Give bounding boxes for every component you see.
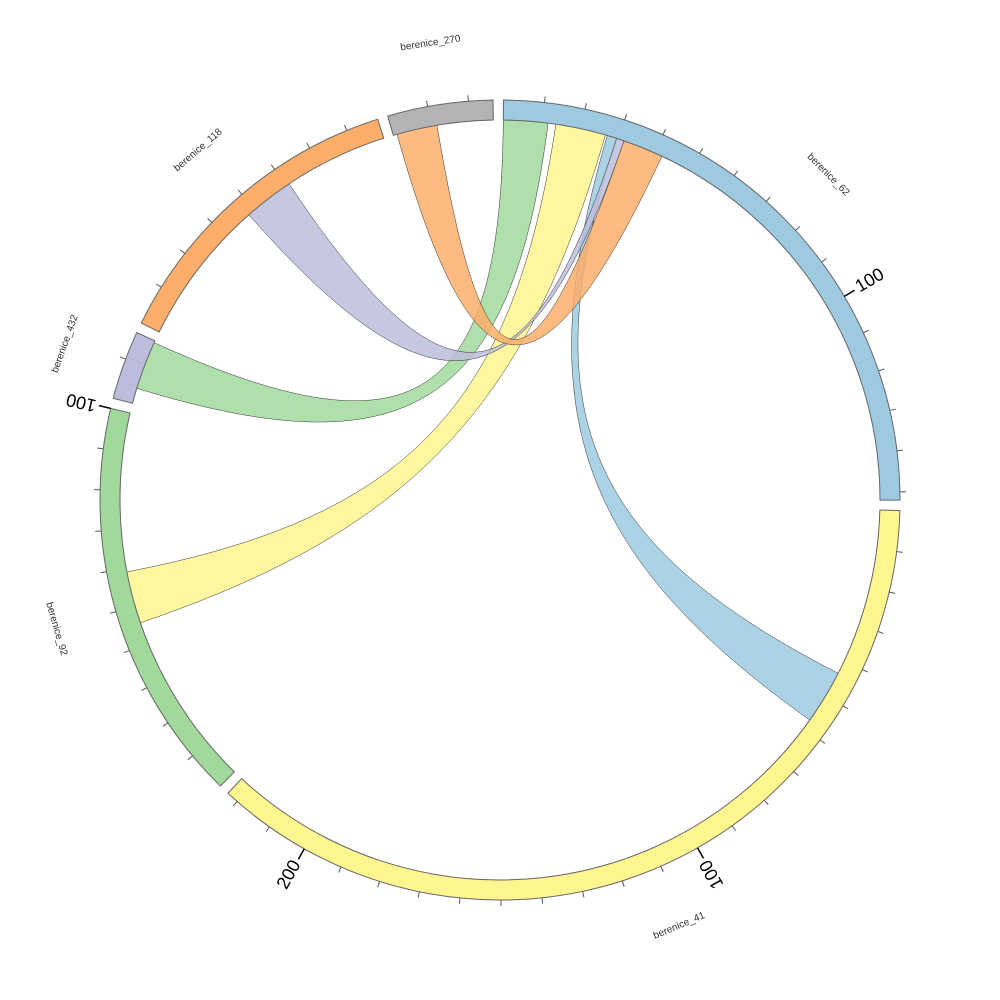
tick-label: 200 [272,856,304,892]
minor-tick [819,739,826,744]
major-tick [843,289,855,297]
minor-tick [123,649,130,654]
minor-tick [889,591,896,594]
minor-tick [896,551,903,553]
minor-tick [187,755,193,761]
minor-tick [877,630,884,634]
minor-tick [582,891,585,898]
major-tick [696,847,705,859]
tick-label: 100 [64,390,98,416]
sector [502,99,901,501]
minor-tick [207,218,213,223]
minor-tick [821,258,827,263]
minor-tick [862,669,868,673]
minor-tick [795,225,801,231]
minor-tick [141,687,148,691]
sector-label: berenice_118 [172,126,225,174]
minor-tick [733,170,739,177]
minor-tick [338,866,342,873]
minor-tick [765,196,771,202]
minor-tick [109,611,117,614]
tick-label: 100 [695,857,727,893]
sector [99,407,236,787]
minor-tick [458,897,461,905]
minor-tick [731,825,737,831]
minor-tick [237,189,243,195]
minor-tick [119,356,126,360]
minor-tick [763,799,769,806]
tick-label: 100 [851,264,887,297]
minor-tick [377,881,381,888]
minor-tick [270,164,275,170]
minor-tick [97,447,104,450]
sector [112,331,156,404]
sector-label: berenice_92 [43,601,69,657]
minor-tick [426,100,429,107]
major-tick [98,404,111,410]
minor-tick [889,408,896,411]
minor-tick [306,142,311,149]
minor-tick [417,891,420,898]
minor-tick [544,96,546,103]
sector-label: berenice_41 [652,910,707,942]
minor-tick [896,449,903,452]
sector [387,99,494,136]
sector [227,509,901,901]
sector-label: berenice_270 [400,33,462,53]
minor-tick [179,249,186,254]
minor-tick [155,283,162,288]
minor-tick [662,129,666,135]
minor-tick [232,801,238,807]
minor-tick [863,329,870,334]
minor-tick [621,880,625,887]
minor-tick [660,866,664,872]
sector-label: berenice_432 [50,313,81,374]
minor-tick [878,368,885,372]
sector-label: berenice_62 [805,151,852,198]
major-tick [297,848,305,860]
minor-tick [793,771,799,776]
minor-tick [162,722,169,727]
minor-tick [541,897,544,904]
minor-tick [265,826,270,833]
minor-tick [100,571,107,574]
sector [140,118,385,333]
minor-tick [842,705,849,710]
minor-tick [699,147,704,154]
minor-tick [584,103,587,110]
links [126,119,839,721]
minor-tick [624,114,628,121]
minor-tick [344,124,348,131]
